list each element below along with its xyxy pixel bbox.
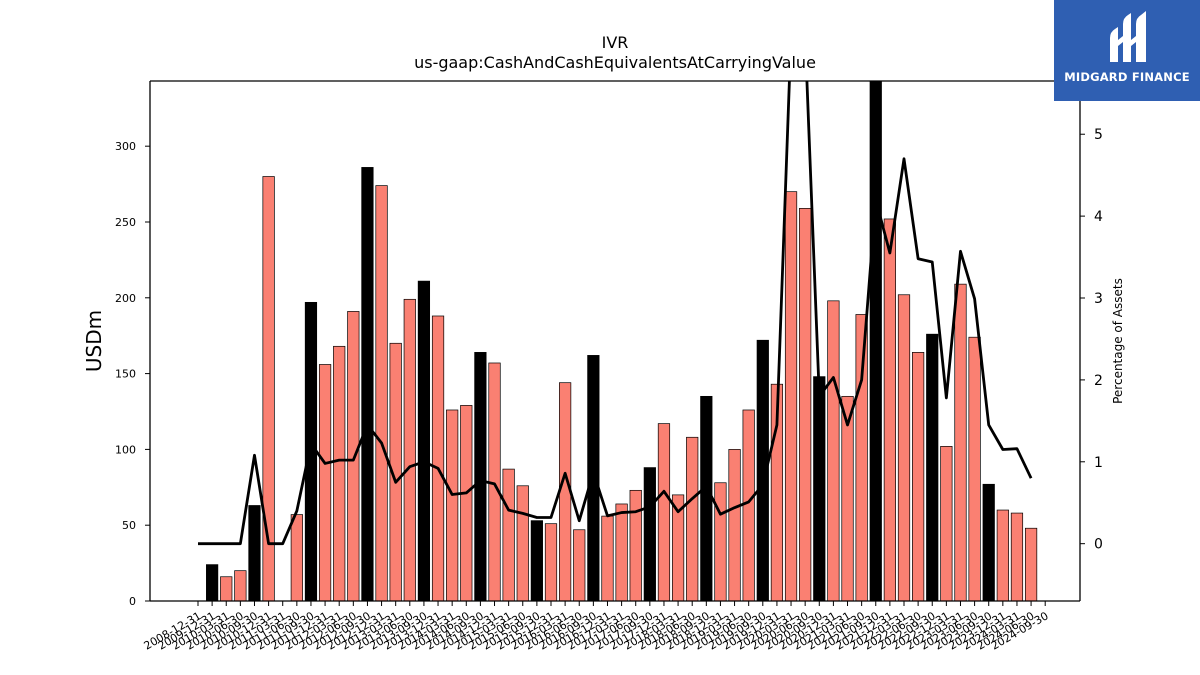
bar [290, 514, 303, 602]
bar [714, 482, 727, 602]
y-tick-label: 50 [122, 519, 136, 532]
bar [742, 409, 755, 602]
bar [784, 191, 798, 602]
bar [996, 509, 1009, 602]
bar [502, 468, 515, 602]
y-tick-label: 250 [115, 216, 136, 229]
chart-subtitle: us-gaap:CashAndCashEquivalentsAtCarrying… [414, 53, 816, 72]
bar [657, 423, 671, 602]
bar [940, 446, 953, 602]
bar [1024, 527, 1038, 602]
midgard-logo-icon [1110, 11, 1146, 62]
logo-text: MIDGARD FINANCE [1064, 70, 1190, 84]
bar [686, 436, 699, 602]
bar [516, 485, 529, 602]
bar [220, 576, 233, 602]
chart-title: IVR [602, 33, 629, 52]
bar-highlight [474, 352, 487, 602]
bar-highlight [869, 80, 882, 602]
bar [841, 395, 854, 602]
bar [403, 298, 416, 602]
y2-tick-label: 5 [1094, 127, 1103, 143]
y-tick-label: 150 [115, 368, 136, 381]
y2-axis-label: Percentage of Assets [1111, 278, 1125, 404]
bar [460, 405, 473, 602]
bar [883, 218, 896, 602]
bar [954, 283, 967, 602]
bar-highlight [248, 505, 261, 602]
bar [912, 352, 925, 602]
y-tick-label: 0 [129, 595, 136, 608]
bar [573, 529, 586, 602]
bar [375, 185, 388, 602]
bar [431, 315, 445, 602]
bar [601, 515, 614, 602]
bar [234, 570, 247, 602]
bar [897, 294, 911, 602]
bar [333, 345, 346, 602]
bar-highlight [700, 395, 713, 602]
bar-highlight [926, 333, 939, 602]
bar [1010, 512, 1024, 602]
bar-highlight [417, 280, 431, 602]
bar-highlight [982, 483, 995, 602]
bar [968, 336, 981, 602]
y2-tick-label: 2 [1094, 373, 1103, 389]
bar [827, 300, 840, 602]
bar [318, 364, 332, 602]
y2-tick-label: 4 [1094, 209, 1103, 225]
bar [629, 489, 642, 602]
y-tick-label: 300 [115, 140, 136, 153]
y-tick-label: 200 [115, 292, 136, 305]
y2-tick-label: 0 [1094, 537, 1103, 553]
bar [799, 208, 812, 602]
bar [855, 314, 868, 602]
bar-highlight [587, 355, 600, 602]
bar-highlight [206, 564, 219, 602]
bar [728, 449, 741, 602]
y-axis-label: USDm [82, 310, 106, 372]
bar-highlight [813, 376, 826, 602]
y2-tick-label: 3 [1094, 291, 1103, 307]
bar [559, 382, 572, 602]
bar-highlight [643, 467, 656, 602]
y2-tick-label: 1 [1094, 455, 1103, 471]
bar-highlight [361, 167, 374, 602]
bar [446, 409, 459, 602]
bar [347, 311, 360, 602]
bar [615, 503, 628, 602]
midgard-finance-logo: MIDGARD FINANCE [1054, 0, 1200, 101]
bar-highlight [530, 520, 543, 602]
y-tick-label: 100 [115, 443, 136, 456]
bar [544, 523, 558, 602]
percentage-line [198, 81, 1033, 546]
